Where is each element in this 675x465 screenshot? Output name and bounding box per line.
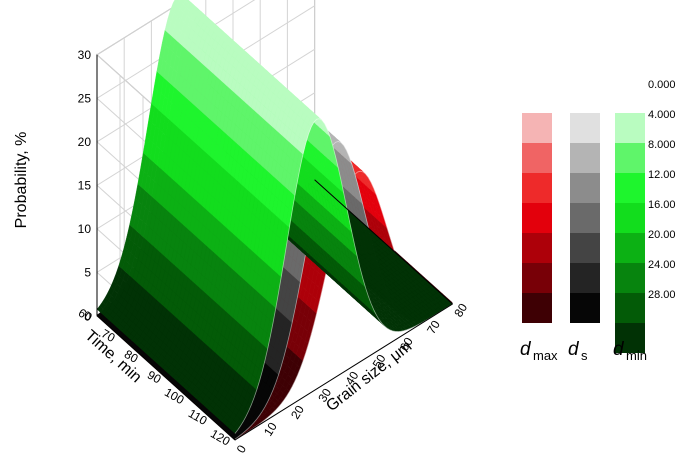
surface-layers (96, 0, 453, 441)
surface-plot-3d: 0510152025300102030405060708060708090100… (13, 0, 470, 456)
